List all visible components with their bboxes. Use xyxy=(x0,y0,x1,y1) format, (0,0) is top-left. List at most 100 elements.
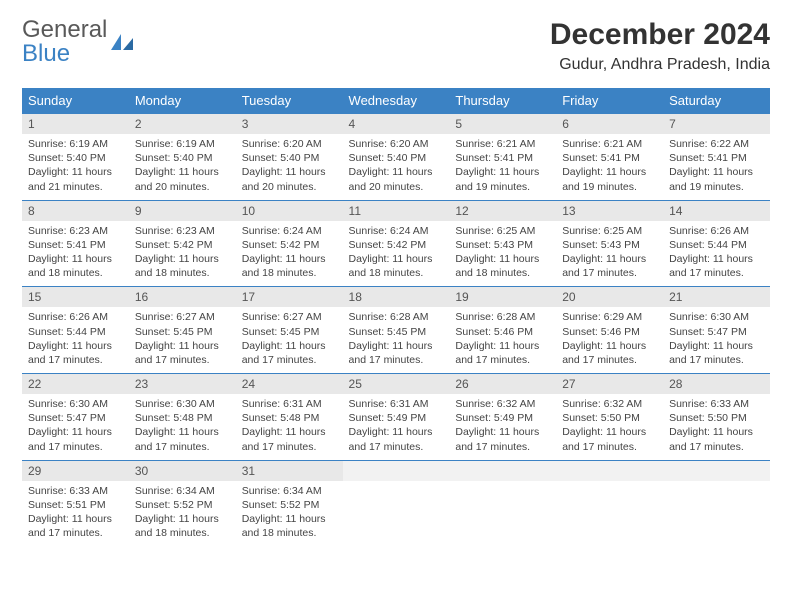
daylight-line: and 17 minutes. xyxy=(669,266,764,280)
day-body: Sunrise: 6:23 AMSunset: 5:42 PMDaylight:… xyxy=(129,221,236,287)
daylight-line: and 17 minutes. xyxy=(669,440,764,454)
daylight-line: Daylight: 11 hours xyxy=(135,512,230,526)
weekday-header: Friday xyxy=(556,88,663,114)
calendar-cell: 19Sunrise: 6:28 AMSunset: 5:46 PMDayligh… xyxy=(449,287,556,374)
day-number-empty xyxy=(449,461,556,481)
sunset-line: Sunset: 5:45 PM xyxy=(135,325,230,339)
daylight-line: Daylight: 11 hours xyxy=(669,425,764,439)
sunset-line: Sunset: 5:48 PM xyxy=(135,411,230,425)
location-title: Gudur, Andhra Pradesh, India xyxy=(550,56,770,74)
sunrise-line: Sunrise: 6:34 AM xyxy=(242,484,337,498)
calendar-cell: 31Sunrise: 6:34 AMSunset: 5:52 PMDayligh… xyxy=(236,460,343,546)
day-body: Sunrise: 6:20 AMSunset: 5:40 PMDaylight:… xyxy=(236,134,343,200)
day-number: 18 xyxy=(343,287,450,307)
daylight-line: and 18 minutes. xyxy=(135,526,230,540)
daylight-line: and 17 minutes. xyxy=(669,353,764,367)
day-body: Sunrise: 6:23 AMSunset: 5:41 PMDaylight:… xyxy=(22,221,129,287)
day-number: 29 xyxy=(22,461,129,481)
daylight-line: Daylight: 11 hours xyxy=(562,252,657,266)
sunset-line: Sunset: 5:40 PM xyxy=(349,151,444,165)
calendar-cell: 11Sunrise: 6:24 AMSunset: 5:42 PMDayligh… xyxy=(343,200,450,287)
sunrise-line: Sunrise: 6:26 AM xyxy=(669,224,764,238)
sunset-line: Sunset: 5:52 PM xyxy=(242,498,337,512)
day-body: Sunrise: 6:34 AMSunset: 5:52 PMDaylight:… xyxy=(129,481,236,547)
day-number: 17 xyxy=(236,287,343,307)
day-body: Sunrise: 6:21 AMSunset: 5:41 PMDaylight:… xyxy=(556,134,663,200)
sunrise-line: Sunrise: 6:33 AM xyxy=(669,397,764,411)
calendar-week: 15Sunrise: 6:26 AMSunset: 5:44 PMDayligh… xyxy=(22,287,770,374)
sunrise-line: Sunrise: 6:28 AM xyxy=(455,310,550,324)
calendar-week: 22Sunrise: 6:30 AMSunset: 5:47 PMDayligh… xyxy=(22,374,770,461)
daylight-line: Daylight: 11 hours xyxy=(455,252,550,266)
sunrise-line: Sunrise: 6:31 AM xyxy=(349,397,444,411)
daylight-line: and 18 minutes. xyxy=(242,526,337,540)
calendar-cell xyxy=(343,460,450,546)
day-number: 24 xyxy=(236,374,343,394)
calendar-cell: 27Sunrise: 6:32 AMSunset: 5:50 PMDayligh… xyxy=(556,374,663,461)
calendar-week: 8Sunrise: 6:23 AMSunset: 5:41 PMDaylight… xyxy=(22,200,770,287)
daylight-line: and 20 minutes. xyxy=(135,180,230,194)
calendar-cell xyxy=(449,460,556,546)
daylight-line: Daylight: 11 hours xyxy=(562,425,657,439)
calendar-body: 1Sunrise: 6:19 AMSunset: 5:40 PMDaylight… xyxy=(22,114,770,547)
daylight-line: and 17 minutes. xyxy=(242,353,337,367)
sunset-line: Sunset: 5:43 PM xyxy=(455,238,550,252)
sunset-line: Sunset: 5:41 PM xyxy=(28,238,123,252)
day-number: 6 xyxy=(556,114,663,134)
day-body: Sunrise: 6:24 AMSunset: 5:42 PMDaylight:… xyxy=(343,221,450,287)
daylight-line: and 19 minutes. xyxy=(669,180,764,194)
sunrise-line: Sunrise: 6:33 AM xyxy=(28,484,123,498)
calendar-cell: 12Sunrise: 6:25 AMSunset: 5:43 PMDayligh… xyxy=(449,200,556,287)
sunrise-line: Sunrise: 6:21 AM xyxy=(562,137,657,151)
day-body: Sunrise: 6:27 AMSunset: 5:45 PMDaylight:… xyxy=(236,307,343,373)
daylight-line: Daylight: 11 hours xyxy=(562,339,657,353)
day-number: 8 xyxy=(22,201,129,221)
sunrise-line: Sunrise: 6:30 AM xyxy=(135,397,230,411)
day-body: Sunrise: 6:25 AMSunset: 5:43 PMDaylight:… xyxy=(449,221,556,287)
day-number-empty xyxy=(663,461,770,481)
daylight-line: and 18 minutes. xyxy=(242,266,337,280)
daylight-line: and 19 minutes. xyxy=(455,180,550,194)
weekday-header: Saturday xyxy=(663,88,770,114)
sunrise-line: Sunrise: 6:23 AM xyxy=(28,224,123,238)
daylight-line: and 17 minutes. xyxy=(562,266,657,280)
day-number: 16 xyxy=(129,287,236,307)
daylight-line: Daylight: 11 hours xyxy=(28,425,123,439)
calendar-cell: 24Sunrise: 6:31 AMSunset: 5:48 PMDayligh… xyxy=(236,374,343,461)
daylight-line: Daylight: 11 hours xyxy=(135,252,230,266)
day-body: Sunrise: 6:29 AMSunset: 5:46 PMDaylight:… xyxy=(556,307,663,373)
calendar-cell: 28Sunrise: 6:33 AMSunset: 5:50 PMDayligh… xyxy=(663,374,770,461)
calendar-cell xyxy=(663,460,770,546)
daylight-line: and 17 minutes. xyxy=(135,353,230,367)
calendar-cell: 13Sunrise: 6:25 AMSunset: 5:43 PMDayligh… xyxy=(556,200,663,287)
day-number: 22 xyxy=(22,374,129,394)
day-body: Sunrise: 6:26 AMSunset: 5:44 PMDaylight:… xyxy=(22,307,129,373)
daylight-line: and 18 minutes. xyxy=(455,266,550,280)
sunrise-line: Sunrise: 6:24 AM xyxy=(242,224,337,238)
calendar-cell: 7Sunrise: 6:22 AMSunset: 5:41 PMDaylight… xyxy=(663,114,770,201)
day-number: 14 xyxy=(663,201,770,221)
day-number: 3 xyxy=(236,114,343,134)
calendar-cell: 15Sunrise: 6:26 AMSunset: 5:44 PMDayligh… xyxy=(22,287,129,374)
sunset-line: Sunset: 5:50 PM xyxy=(669,411,764,425)
day-number: 13 xyxy=(556,201,663,221)
day-body: Sunrise: 6:25 AMSunset: 5:43 PMDaylight:… xyxy=(556,221,663,287)
daylight-line: Daylight: 11 hours xyxy=(28,339,123,353)
daylight-line: and 17 minutes. xyxy=(349,440,444,454)
day-number: 25 xyxy=(343,374,450,394)
daylight-line: Daylight: 11 hours xyxy=(242,512,337,526)
day-number: 27 xyxy=(556,374,663,394)
daylight-line: Daylight: 11 hours xyxy=(349,252,444,266)
day-body: Sunrise: 6:30 AMSunset: 5:47 PMDaylight:… xyxy=(663,307,770,373)
sail-icon xyxy=(111,34,133,50)
sunrise-line: Sunrise: 6:25 AM xyxy=(562,224,657,238)
calendar-cell: 16Sunrise: 6:27 AMSunset: 5:45 PMDayligh… xyxy=(129,287,236,374)
day-number: 20 xyxy=(556,287,663,307)
weekday-header: Wednesday xyxy=(343,88,450,114)
sunset-line: Sunset: 5:43 PM xyxy=(562,238,657,252)
sunset-line: Sunset: 5:42 PM xyxy=(349,238,444,252)
calendar-cell: 1Sunrise: 6:19 AMSunset: 5:40 PMDaylight… xyxy=(22,114,129,201)
day-number-empty xyxy=(556,461,663,481)
day-number: 10 xyxy=(236,201,343,221)
day-body: Sunrise: 6:30 AMSunset: 5:47 PMDaylight:… xyxy=(22,394,129,460)
